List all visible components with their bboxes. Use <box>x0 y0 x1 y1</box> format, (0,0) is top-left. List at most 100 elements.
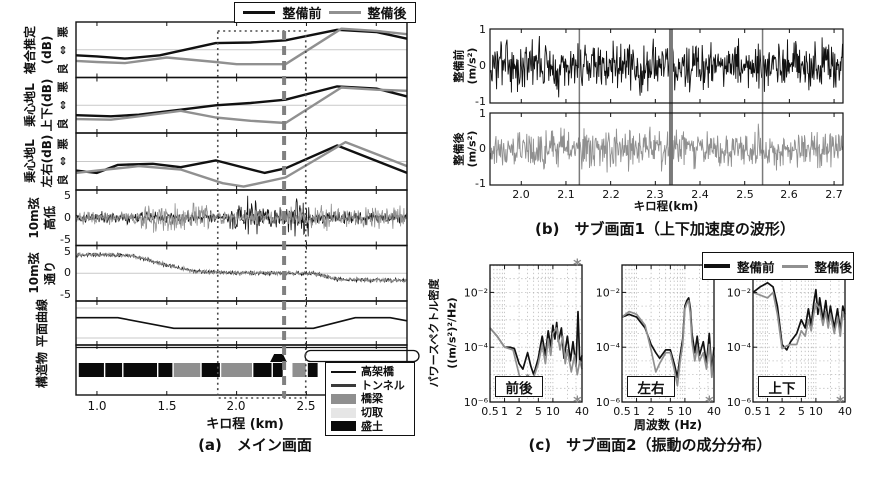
panel-label-track-alignment: 10m弦 <box>27 252 41 294</box>
x-tick-label: 40 <box>575 405 589 418</box>
y-tick-label: -5 <box>60 288 71 301</box>
legend-label: 高架橋 <box>361 365 394 379</box>
panel-unit-ride-vertical: 上下(dB) <box>40 78 54 132</box>
x-tick-label: 40 <box>838 405 852 418</box>
waveform-frame <box>489 28 844 104</box>
main-legend: 整備前 整備後 <box>234 2 416 23</box>
psd-box-label-vertical: 上下 <box>758 376 806 397</box>
sub1-ylabel-before: 整備前 <box>452 49 466 83</box>
x-tick-label: 1 <box>633 405 640 418</box>
x-tick-label: 2 <box>516 405 523 418</box>
x-tick-label: 10 <box>809 405 823 418</box>
x-tick-label: 0.5 <box>744 405 762 418</box>
x-tick-label: 2.7 <box>825 188 843 201</box>
x-tick-label: 0.5 <box>613 405 631 418</box>
psd_lateral-curve-before <box>621 297 715 379</box>
legend-item-cut: 切取 <box>331 406 412 419</box>
panel-label-track-level: 10m弦 <box>27 197 41 239</box>
accel_after-waveform <box>490 123 843 174</box>
frequency-marker-asterisk-icon: * <box>705 392 714 411</box>
cut-swatch-icon <box>331 407 356 418</box>
sub1-caption: (b) サブ画面1（上下加速度の波形） <box>535 220 795 238</box>
x-tick-label: 1 <box>501 405 508 418</box>
y-tick-label: 0 <box>479 142 486 155</box>
legend-item-embankment: 盛土 <box>331 420 412 433</box>
x-tick-label: 5 <box>535 405 542 418</box>
legend-label-before: 整備前 <box>282 7 322 22</box>
structure-segment-bridge <box>292 363 306 377</box>
sub2-legend: 整備前 整備後 <box>702 252 854 280</box>
legend-label: 切取 <box>361 406 383 420</box>
sub1-ylabel-after: 整備後 <box>452 132 466 166</box>
psd_vertical-curve-before <box>752 281 846 351</box>
structure-segment-embankment <box>201 363 220 377</box>
after-line-sample <box>328 11 361 14</box>
quality-tick-good: 良 <box>56 174 70 186</box>
y-tick-label: 10⁻² <box>464 286 488 299</box>
x-tick-label: 0.5 <box>481 405 499 418</box>
x-tick-label: 2.3 <box>646 188 664 201</box>
y-tick-label: 0 <box>64 266 71 279</box>
quality-tick-bad: 悪 <box>56 81 70 93</box>
panel-label-plane-curve: 平面曲線 <box>35 298 49 348</box>
waveform-frame <box>489 112 844 186</box>
psd-box-label-longitudinal: 前後 <box>495 376 543 397</box>
x-tick-label: 1.5 <box>157 399 177 413</box>
legend-item-viaduct: 高架橋 <box>331 365 412 378</box>
tunnel-line-icon <box>331 383 356 388</box>
structure-segment-embankment <box>105 363 123 377</box>
sub1-x-axis-title: キロ程(km) <box>633 199 699 213</box>
legend-label: トンネル <box>361 378 405 392</box>
legend-label-after: 整備後 <box>367 7 407 22</box>
psd_longitudinal-curve-after <box>489 327 583 384</box>
structure-segment-embankment <box>158 363 173 377</box>
legend-label-before: 整備前 <box>736 259 775 275</box>
viaduct-line-icon <box>331 371 356 373</box>
accel_before-waveform <box>490 35 843 98</box>
ride_lateral-curve-before <box>75 144 408 175</box>
before-line-sample <box>703 264 730 268</box>
frequency-marker-asterisk-icon: * <box>573 255 582 274</box>
structure-legend: 高架橋 トンネル 橋梁 切取 盛土 <box>325 362 415 436</box>
y-tick-label: 10⁻⁴ <box>596 341 621 354</box>
panel-label-ride-vertical: 乗心地L <box>23 83 37 127</box>
structure-segment-bridge <box>173 363 201 377</box>
quality-tick-good: 良 <box>56 63 70 75</box>
sub2-y-axis-unit: ((m/s²)²/Hz) <box>445 297 459 369</box>
x-tick-label: 2 <box>779 405 786 418</box>
structure-segment-embankment <box>78 363 104 377</box>
y-tick-label: 10⁻² <box>727 286 751 299</box>
embankment-swatch-icon <box>331 421 356 432</box>
structure-segment-embankment <box>253 363 272 377</box>
x-tick-label: 5 <box>798 405 805 418</box>
panel-label-structure: 構造物 <box>35 351 49 389</box>
y-tick-label: -1 <box>475 177 486 190</box>
quality-arrow-icon: ⇔ <box>56 156 70 166</box>
plane_curve-curve-before <box>76 316 408 330</box>
composite-curve-after <box>75 27 408 66</box>
x-tick-label: 2 <box>648 405 655 418</box>
quality-tick-good: 良 <box>56 118 70 130</box>
x-tick-label: 40 <box>707 405 721 418</box>
bridge-swatch-icon <box>331 393 356 404</box>
tunnel-shape <box>304 349 420 363</box>
legend-item-tunnel: トンネル <box>331 379 412 392</box>
x-tick-label: 2.0 <box>512 188 530 201</box>
x-tick-label: 2.5 <box>296 399 316 413</box>
ride_vertical-curve-before <box>75 85 408 118</box>
quality-tick-bad: 悪 <box>56 138 70 150</box>
y-tick-label: 10⁻⁶ <box>727 396 752 409</box>
y-tick-label: 0 <box>479 59 486 72</box>
x-tick-label: 10 <box>546 405 560 418</box>
panel-unit-ride-lateral: 左右(dB) <box>40 134 54 188</box>
selection-rect[interactable] <box>216 30 307 399</box>
y-tick-label: 10⁻⁴ <box>727 341 752 354</box>
x-tick-label: 5 <box>667 405 674 418</box>
x-tick-label: 1.0 <box>87 399 107 413</box>
quality-tick-bad: 悪 <box>56 26 70 38</box>
x-tick-label: 2.0 <box>226 399 246 413</box>
psd-frame <box>489 264 583 403</box>
embankment-hump <box>270 354 287 362</box>
structure-segment-embankment <box>307 363 318 377</box>
